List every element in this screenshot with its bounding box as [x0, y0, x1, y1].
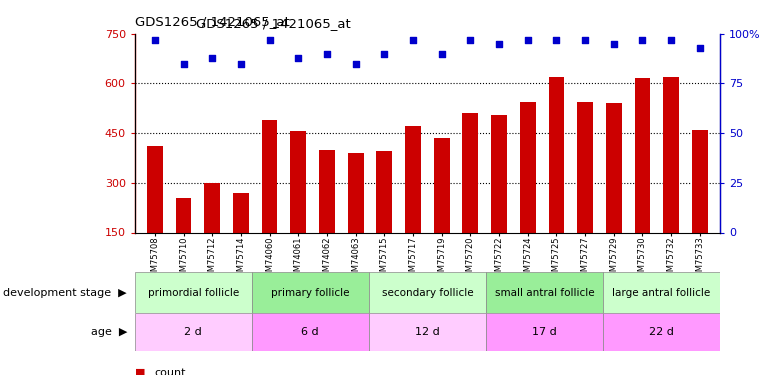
Bar	[204, 183, 220, 232]
Text: GDS1265 / 1421065_at: GDS1265 / 1421065_at	[135, 15, 290, 28]
Point	[694, 45, 706, 51]
Point	[149, 37, 161, 43]
Bar	[463, 113, 478, 232]
Bar	[369, 272, 486, 313]
Bar	[692, 130, 708, 232]
Bar	[603, 313, 720, 351]
Bar	[348, 153, 363, 232]
Bar	[377, 152, 392, 232]
Point	[665, 37, 678, 43]
Bar	[491, 115, 507, 232]
Bar	[634, 78, 651, 232]
Text: GDS1265 / 1421065_at: GDS1265 / 1421065_at	[196, 17, 351, 30]
Bar	[233, 193, 249, 232]
Point	[321, 51, 333, 57]
Bar	[252, 272, 369, 313]
Bar	[603, 272, 720, 313]
Bar	[135, 313, 252, 351]
Bar	[290, 132, 306, 232]
Point	[608, 41, 620, 47]
Bar	[606, 104, 621, 232]
Text: secondary follicle: secondary follicle	[382, 288, 473, 297]
Point	[407, 37, 419, 43]
Text: 22 d: 22 d	[649, 327, 674, 337]
Text: 17 d: 17 d	[532, 327, 557, 337]
Point	[551, 37, 563, 43]
Point	[177, 60, 189, 67]
Bar	[369, 313, 486, 351]
Point	[521, 37, 534, 43]
Bar	[135, 272, 252, 313]
Bar	[262, 120, 277, 232]
Bar	[147, 146, 162, 232]
Text: primordial follicle: primordial follicle	[148, 288, 239, 297]
Text: 12 d: 12 d	[415, 327, 440, 337]
Point	[579, 37, 591, 43]
Point	[235, 60, 247, 67]
Bar	[578, 102, 593, 232]
Point	[263, 37, 276, 43]
Bar	[548, 77, 564, 232]
Point	[464, 37, 477, 43]
Bar	[176, 198, 192, 232]
Bar	[319, 150, 335, 232]
Point	[292, 55, 304, 61]
Bar	[252, 313, 369, 351]
Text: ■: ■	[135, 368, 146, 375]
Point	[636, 37, 648, 43]
Bar	[434, 138, 450, 232]
Text: development stage  ▶: development stage ▶	[3, 288, 127, 297]
Text: large antral follicle: large antral follicle	[612, 288, 711, 297]
Text: 6 d: 6 d	[302, 327, 319, 337]
Text: count: count	[154, 368, 186, 375]
Text: small antral follicle: small antral follicle	[494, 288, 594, 297]
Point	[493, 41, 505, 47]
Bar	[486, 313, 603, 351]
Text: age  ▶: age ▶	[91, 327, 127, 337]
Bar	[520, 102, 536, 232]
Bar	[486, 272, 603, 313]
Bar	[663, 77, 679, 232]
Text: primary follicle: primary follicle	[271, 288, 350, 297]
Bar	[405, 126, 421, 232]
Point	[206, 55, 219, 61]
Point	[350, 60, 362, 67]
Point	[378, 51, 390, 57]
Text: 2 d: 2 d	[184, 327, 203, 337]
Point	[436, 51, 448, 57]
